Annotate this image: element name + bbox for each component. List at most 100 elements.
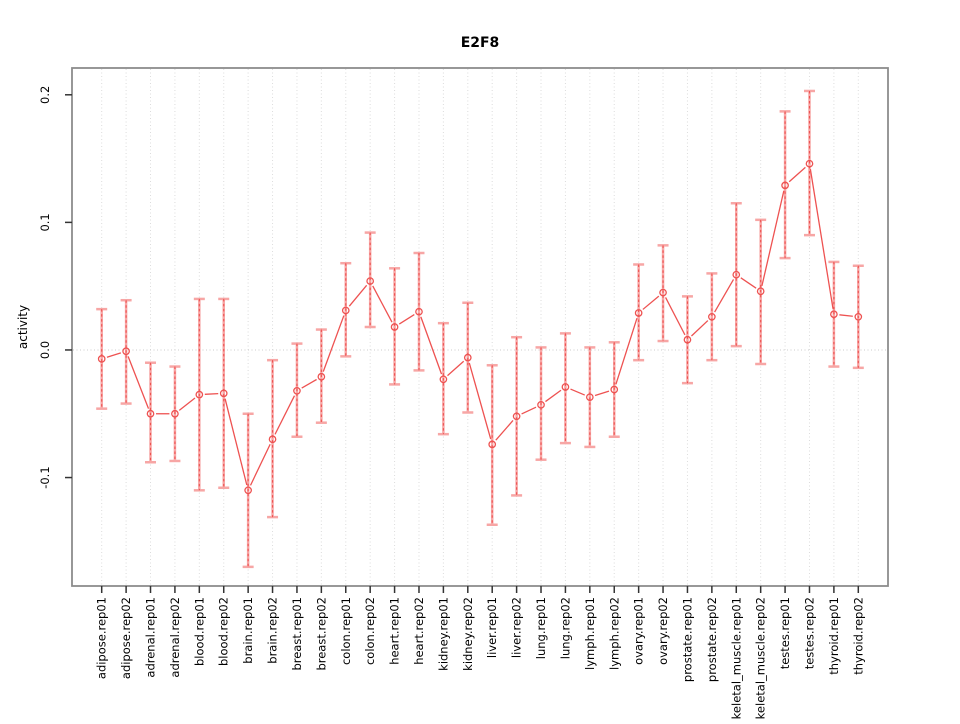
series-line-segment [570,388,586,396]
series-line-segment [274,395,296,435]
series-line-segment [642,295,660,310]
x-tick-label: breast.rep02 [314,597,328,671]
data-point [415,307,423,316]
data-point [463,353,472,362]
series-line-segment [545,389,562,403]
series-line-segment [809,169,834,309]
x-tick-label: skeletal_muscle.rep01 [729,597,743,720]
data-point [756,287,765,296]
data-point [512,412,521,421]
series-line-segment [495,420,514,441]
plot-area: -0.1 0.0 0.1 0.2 adipose.rep01 adipose.rep02 a… [38,67,889,724]
x-tick-label: heart.rep02 [412,597,426,665]
data-point [610,385,619,394]
x-tick-label: blood.rep02 [217,597,231,666]
series-line-segment [521,406,537,415]
x-tick-label: ovary.rep02 [656,597,670,665]
series-line-segment [839,314,853,317]
series-line-segment [788,166,806,183]
x-tick-label: lymph.rep01 [583,597,597,670]
data-point [293,386,301,395]
data-point [659,288,667,297]
y-tick-label: -0.1 [38,466,52,488]
plot-border [71,67,889,587]
data-point [122,347,130,356]
data-point [268,435,277,444]
x-tick-label: kidney.rep02 [461,597,475,671]
data-point [195,390,204,399]
data-point [244,486,252,495]
data-point [634,309,643,317]
series-line-segment [594,390,610,397]
data-point [171,409,179,418]
x-tick-label: prostate.rep01 [680,597,694,682]
data-point [805,159,814,168]
x-tick-label: adrenal.rep02 [168,597,182,678]
y-tick-label: 0.1 [38,213,52,231]
x-tick-label: lung.rep01 [534,597,548,659]
data-point [561,383,570,391]
x-tick-label: adrenal.rep01 [144,597,158,678]
x-tick-label: lung.rep02 [558,597,572,659]
series-line-segment [127,356,150,409]
data-point [439,375,448,384]
data-point [317,372,326,381]
series-line-segment [714,279,735,313]
series-line-segment [615,318,638,385]
x-tick-label: testes.rep02 [803,597,817,669]
y-tick-label: 0.2 [38,86,52,104]
data-point [537,400,545,409]
data-point [390,323,399,331]
series-line-segment [691,320,709,337]
x-tick-label: ovary.rep01 [632,597,646,665]
x-tick-label: skeletal_muscle.rep02 [754,597,768,720]
series-line-segment [372,285,393,323]
data-point [366,277,375,285]
x-tick-label: brain.rep01 [241,597,255,664]
data-point [341,306,350,315]
x-tick-label: lymph.rep02 [607,597,621,670]
data-point [781,181,789,190]
data-point [854,312,863,321]
y-axis-label: activity [16,305,30,349]
series-line-segment [301,378,317,389]
series-line-segment [224,398,248,486]
series-line-segment [322,315,345,372]
series-line-segment [740,277,757,289]
data-point [97,355,106,363]
data-point [708,312,716,321]
x-tick-label: kidney.rep01 [436,597,450,671]
data-point [683,335,692,344]
series-line-segment [106,352,122,358]
x-tick-label: thyroid.rep02 [851,597,865,675]
data-point [830,310,838,319]
series-line-segment [447,360,465,377]
x-tick-label: colon.rep01 [339,597,353,665]
x-tick-label: blood.rep01 [192,597,206,666]
x-tick-label: adipose.rep02 [119,597,133,679]
series-line-segment [761,190,785,287]
data-point [146,409,155,418]
series-line-segment [178,397,196,411]
x-tick-label: thyroid.rep01 [827,597,841,675]
x-tick-label: heart.rep01 [388,597,402,665]
series-line-segment [398,314,415,325]
x-tick-label: testes.rep01 [778,597,792,669]
y-tick-label: 0.0 [38,341,52,359]
x-tick-label: liver.rep01 [485,597,499,658]
x-tick-label: liver.rep02 [510,597,524,658]
x-tick-label: breast.rep01 [290,597,304,671]
series-line-segment [420,316,443,375]
data-point [732,270,741,279]
x-tick-label: adipose.rep01 [95,597,109,679]
data-point [488,440,497,449]
data-point [219,389,228,398]
data-point [585,393,594,402]
series-line-segment [468,362,492,440]
series-line-segment [348,284,368,307]
series-line-segment [664,297,686,336]
chart-title: E2F8 [461,35,500,51]
series-line-segment [249,443,271,486]
